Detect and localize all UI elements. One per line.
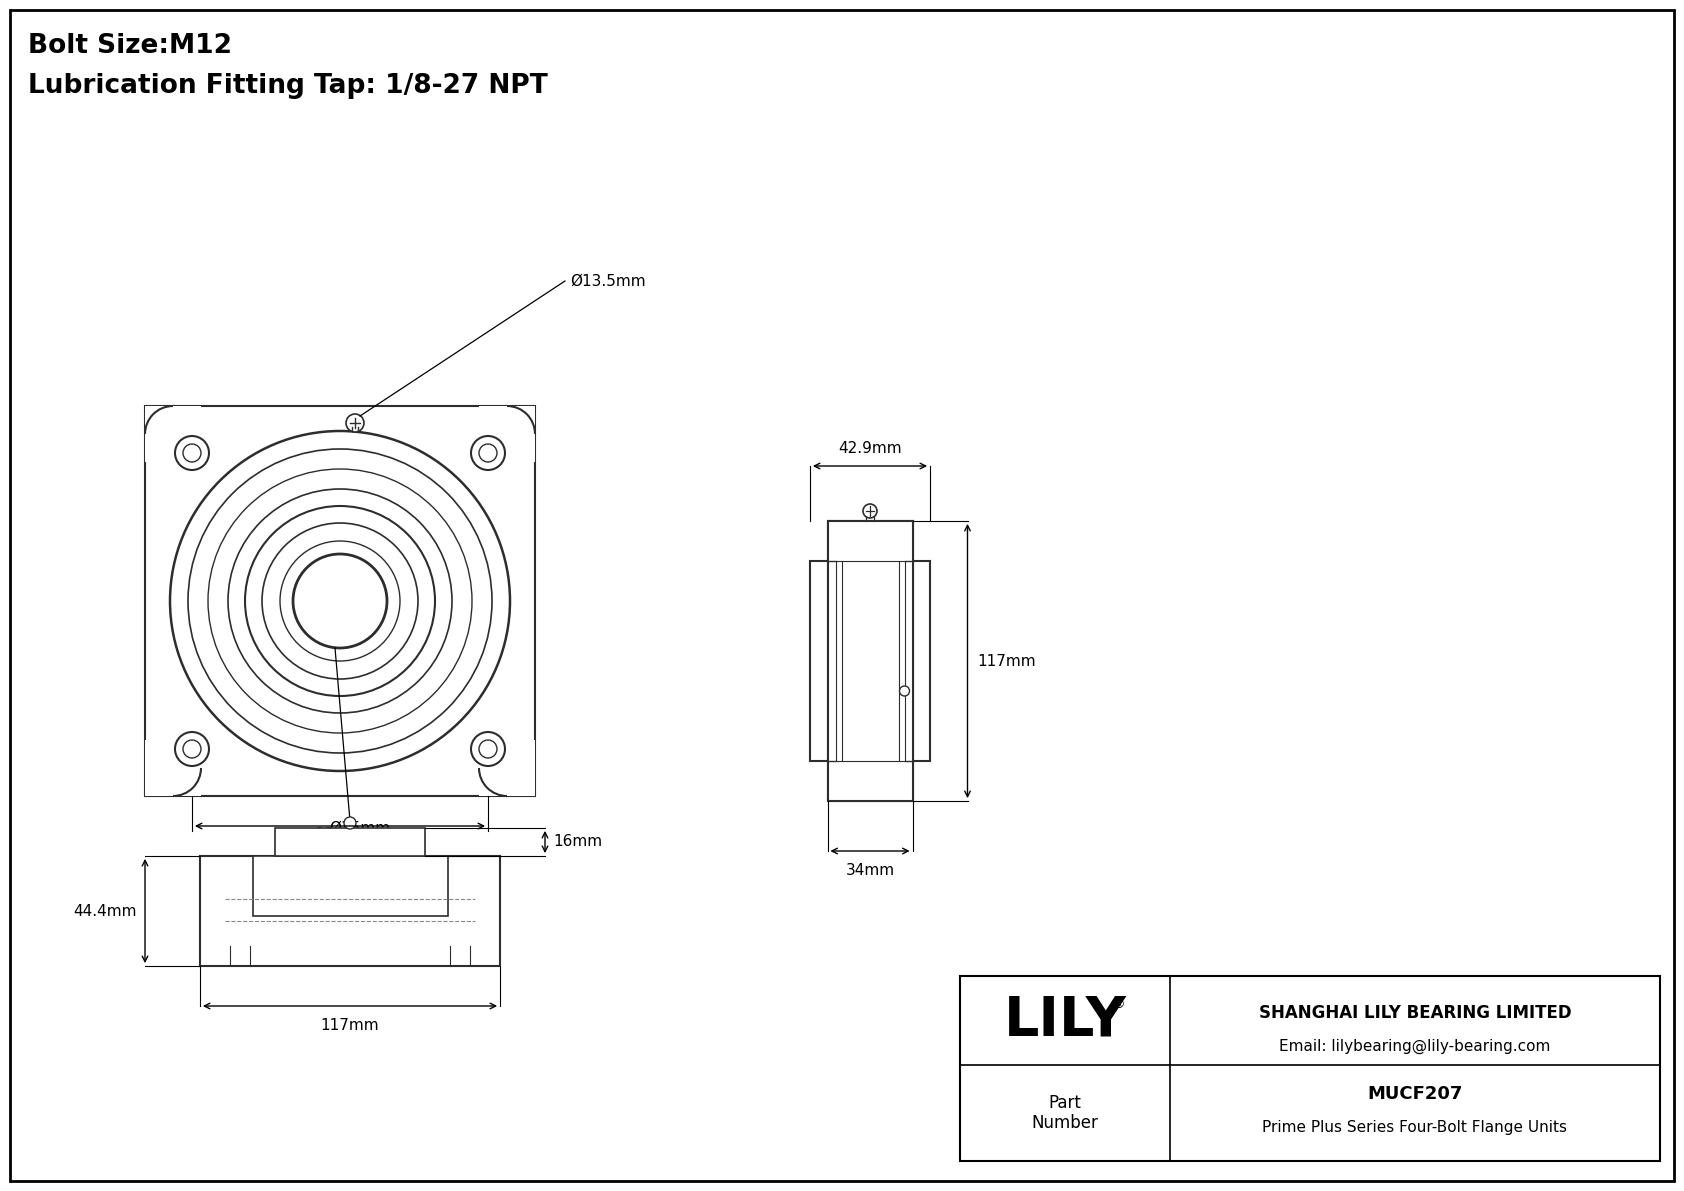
Circle shape [472, 732, 505, 766]
Bar [200, 856, 500, 966]
Circle shape [472, 436, 505, 470]
Text: Lubrication Fitting Tap: 1/8-27 NPT: Lubrication Fitting Tap: 1/8-27 NPT [29, 73, 547, 99]
Bar [145, 406, 200, 462]
Circle shape [189, 449, 492, 753]
Circle shape [184, 740, 200, 757]
Circle shape [175, 732, 209, 766]
Text: Ø13.5mm: Ø13.5mm [569, 274, 645, 288]
Bar [960, 975, 1660, 1161]
Text: Prime Plus Series Four-Bolt Flange Units: Prime Plus Series Four-Bolt Flange Units [1263, 1121, 1568, 1135]
Bar [145, 406, 536, 796]
Circle shape [209, 469, 472, 732]
Bar [827, 520, 913, 802]
Text: Bolt Size:M12: Bolt Size:M12 [29, 33, 232, 60]
Text: MUCF207: MUCF207 [1367, 1085, 1463, 1103]
Bar [274, 828, 424, 856]
Bar [253, 856, 448, 916]
Circle shape [345, 414, 364, 432]
Circle shape [184, 444, 200, 462]
Circle shape [170, 431, 510, 771]
Text: 117mm: 117mm [977, 654, 1036, 668]
Circle shape [344, 817, 355, 829]
Circle shape [478, 444, 497, 462]
Bar [478, 740, 536, 796]
Circle shape [293, 554, 387, 648]
Text: ®: ® [1111, 998, 1125, 1011]
Circle shape [263, 523, 418, 679]
Circle shape [244, 506, 434, 696]
Circle shape [862, 504, 877, 518]
Text: 34mm: 34mm [845, 863, 894, 878]
Text: 117mm: 117mm [320, 1018, 379, 1033]
Text: 44.4mm: 44.4mm [74, 904, 136, 918]
Circle shape [280, 541, 401, 661]
Text: 42.9mm: 42.9mm [839, 441, 903, 456]
Bar [145, 740, 200, 796]
Circle shape [478, 740, 497, 757]
Text: Email: lilybearing@lily-bearing.com: Email: lilybearing@lily-bearing.com [1280, 1039, 1551, 1054]
Text: SHANGHAI LILY BEARING LIMITED: SHANGHAI LILY BEARING LIMITED [1258, 1004, 1571, 1022]
Text: LILY: LILY [1004, 993, 1127, 1047]
Text: Part
Number: Part Number [1032, 1093, 1098, 1133]
Circle shape [175, 436, 209, 470]
Text: 16mm: 16mm [552, 835, 603, 849]
Text: Ø35mm: Ø35mm [330, 821, 391, 836]
Text: 92mm: 92mm [315, 827, 364, 842]
Bar [835, 561, 904, 761]
Bar [810, 561, 930, 761]
Bar [827, 520, 913, 802]
Circle shape [899, 686, 909, 696]
Circle shape [227, 490, 451, 713]
Bar [478, 406, 536, 462]
Text: 92mm: 92mm [315, 844, 364, 859]
